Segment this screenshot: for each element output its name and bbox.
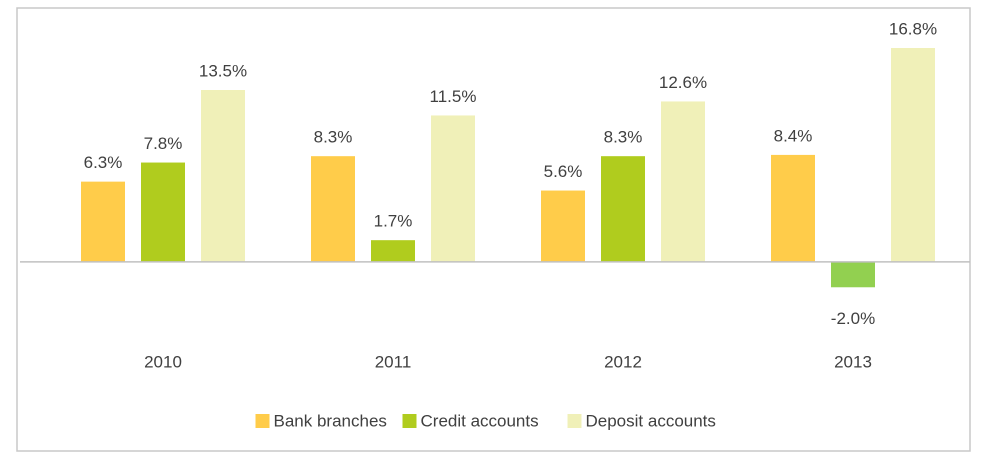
bar [891, 48, 935, 262]
data-label: -2.0% [831, 309, 875, 328]
data-label: 6.3% [84, 153, 123, 172]
data-label: 8.3% [314, 128, 353, 147]
bar [771, 154, 815, 262]
bar [541, 190, 585, 262]
legend-swatch [255, 414, 270, 428]
data-label: 5.6% [544, 162, 583, 181]
bar [311, 156, 355, 262]
data-label: 8.4% [774, 126, 813, 145]
bar [661, 101, 705, 262]
legend-label: Bank branches [274, 411, 387, 430]
bar [371, 240, 415, 262]
data-label: 16.8% [889, 19, 937, 38]
legend-label: Deposit accounts [586, 411, 716, 430]
data-label: 7.8% [144, 134, 183, 153]
data-label: 1.7% [374, 212, 413, 231]
bar [141, 162, 185, 262]
legend-label: Credit accounts [421, 411, 539, 430]
data-label: 8.3% [604, 128, 643, 147]
x-tick-label: 2011 [375, 352, 412, 371]
legend-swatch [567, 414, 582, 428]
bar [431, 115, 475, 262]
x-tick-label: 2013 [834, 352, 872, 371]
data-label: 12.6% [659, 73, 707, 92]
data-label: 11.5% [430, 87, 477, 106]
bar [201, 90, 245, 262]
data-label: 13.5% [199, 61, 247, 80]
x-tick-label: 2010 [144, 352, 182, 371]
x-tick-label: 2012 [604, 352, 642, 371]
bar [831, 261, 875, 288]
bar [81, 181, 125, 262]
bar [601, 156, 645, 262]
legend-swatch [402, 414, 417, 428]
